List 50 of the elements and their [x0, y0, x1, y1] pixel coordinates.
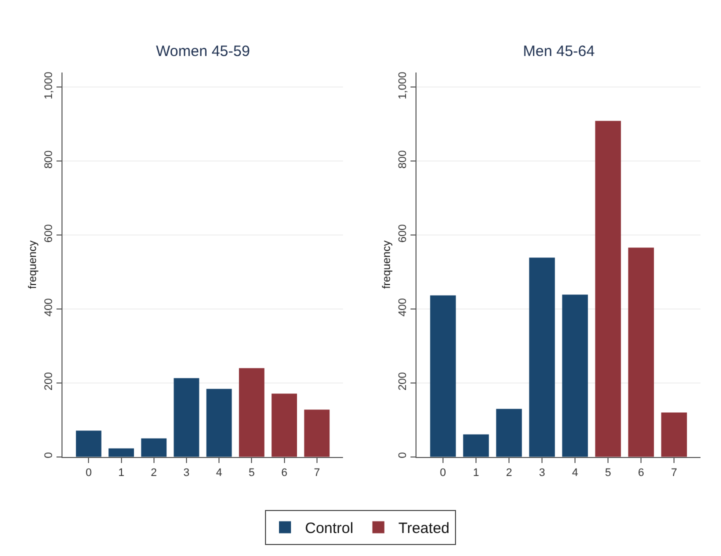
chart-title: Men 45-64: [523, 43, 595, 60]
y-tick-label: 600: [43, 224, 56, 243]
x-tick-label: 4: [216, 467, 222, 480]
y-tick-label: 1,000: [397, 72, 410, 100]
x-tick-label: 4: [572, 467, 578, 480]
x-tick-label: 6: [638, 467, 644, 480]
y-axis-title: frequency: [26, 240, 39, 289]
x-tick-label: 5: [248, 467, 255, 480]
x-tick-label: 7: [671, 467, 678, 480]
y-tick-label: 600: [397, 224, 410, 243]
bar: [661, 412, 687, 457]
bar: [238, 368, 264, 457]
bar: [496, 408, 522, 457]
chart-title: Women 45-59: [156, 43, 250, 60]
bar: [108, 448, 134, 457]
y-tick-label: 400: [43, 298, 56, 317]
y-tick-label: 200: [43, 372, 56, 390]
bar: [430, 295, 456, 457]
y-axis-title: frequency: [380, 240, 393, 289]
x-tick-label: 3: [183, 467, 190, 480]
x-tick-label: 1: [472, 467, 480, 480]
bar: [76, 430, 102, 457]
x-tick-label: 0: [440, 467, 446, 480]
y-tick-label: 0: [43, 452, 56, 458]
bar: [628, 248, 654, 457]
bar: [206, 388, 232, 457]
bar: [595, 120, 621, 457]
legend-label: Treated: [398, 520, 450, 538]
x-tick-label: 5: [604, 467, 612, 480]
x-tick-label: 1: [118, 467, 124, 480]
x-tick-label: 3: [538, 467, 546, 480]
bar: [174, 378, 200, 457]
y-tick-label: 800: [397, 150, 410, 169]
y-tick-label: 200: [397, 372, 410, 390]
legend-label: Control: [305, 520, 354, 538]
x-tick-label: 2: [506, 467, 512, 480]
bar: [463, 434, 489, 457]
bar: [272, 394, 298, 457]
bar: [562, 294, 588, 457]
bar: [529, 258, 555, 457]
x-tick-label: 0: [86, 467, 92, 480]
y-tick-label: 800: [43, 150, 56, 169]
x-tick-label: 2: [150, 467, 157, 480]
bar: [304, 410, 330, 457]
x-tick-label: 6: [281, 467, 288, 480]
x-tick-label: 7: [314, 467, 320, 480]
y-tick-label: 1,000: [43, 72, 56, 100]
y-tick-label: 0: [397, 452, 410, 458]
bar: [141, 438, 167, 457]
y-tick-label: 400: [397, 298, 410, 317]
